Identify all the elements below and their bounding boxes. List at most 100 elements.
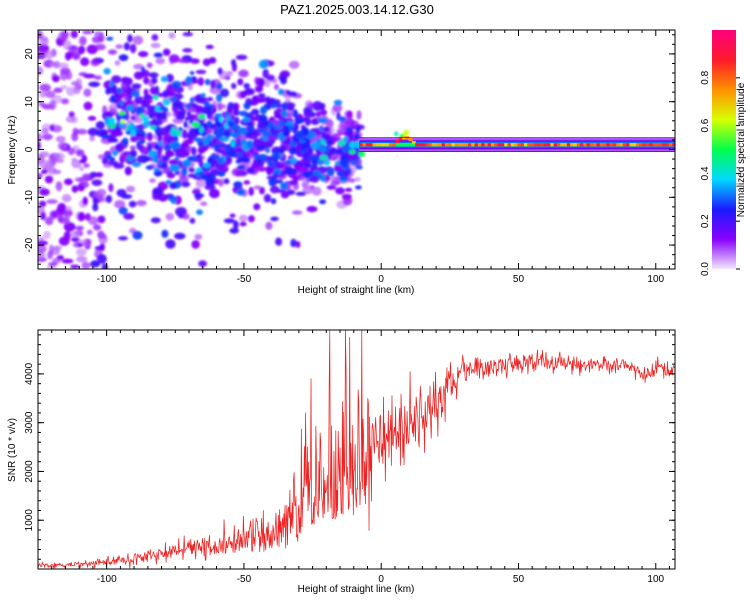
heatmap-cell	[174, 232, 186, 240]
snr-plot-background	[38, 330, 675, 569]
heatmap-cell	[153, 167, 161, 172]
heatmap-cell	[155, 130, 160, 135]
line-ridge-segment	[603, 143, 607, 147]
heatmap-cell	[168, 32, 176, 39]
heatmap-cell	[82, 30, 93, 35]
heatmap-cell	[115, 44, 124, 49]
line-ridge-segment	[487, 143, 492, 147]
heatmap-cell	[81, 261, 91, 269]
heatmap-cell	[70, 230, 79, 238]
heatmap-cell	[90, 260, 101, 268]
line-ridge-segment	[411, 140, 416, 145]
heatmap-cell	[96, 254, 107, 264]
heatmap-cell	[52, 75, 60, 83]
line-ridge-segment	[668, 143, 673, 147]
heatmap-cell	[87, 115, 97, 121]
heatmap-cell	[238, 69, 249, 78]
heatmap-cell	[252, 95, 259, 101]
heatmap-cell	[201, 166, 211, 171]
heatmap-cell	[111, 75, 122, 84]
line-ridge-segment	[606, 143, 611, 147]
heatmap-cell	[263, 142, 274, 148]
heatmap-cell	[303, 107, 312, 116]
heatmap-cell	[47, 250, 53, 260]
heatmap-cell	[170, 159, 178, 165]
heatmap-cell	[107, 86, 117, 94]
heatmap-cell	[276, 189, 287, 194]
heatmap-cell	[339, 175, 349, 181]
heatmap-cell	[311, 186, 322, 196]
heatmap-cell	[326, 167, 335, 177]
line-ridge-segment	[523, 143, 528, 147]
line-ridge-segment	[619, 143, 624, 147]
heatmap-cell	[295, 191, 307, 196]
heatmap-cell	[184, 116, 190, 121]
line-ridge-segment	[665, 143, 670, 147]
heatmap-cell	[353, 133, 360, 140]
line-ridge-segment	[672, 143, 675, 147]
heatmap-cell	[79, 166, 85, 172]
heatmap-cell	[324, 175, 331, 181]
line-ridge-segment	[362, 143, 367, 147]
heatmap-cell	[83, 242, 91, 248]
heatmap-cell	[139, 139, 146, 144]
heatmap-cell	[285, 159, 291, 166]
heatmap-cell	[162, 48, 171, 56]
heatmap-cell	[83, 88, 92, 97]
heatmap-cell	[202, 122, 208, 128]
heatmap-cell	[132, 35, 144, 45]
heatmap-cell	[113, 163, 125, 169]
heatmap-cell	[186, 111, 191, 117]
heatmap-cell	[195, 179, 206, 188]
heatmap-cell	[214, 121, 221, 127]
x-tick-label: 0	[378, 574, 384, 585]
heatmap-cell	[345, 187, 353, 192]
heatmap-cell	[324, 159, 331, 166]
heatmap-cell	[192, 189, 201, 195]
heatmap-cell	[335, 187, 345, 195]
heatmap-cell	[251, 108, 260, 116]
heatmap-cell	[198, 113, 206, 120]
heatmap-cell	[38, 244, 47, 254]
heatmap-cell	[116, 87, 123, 94]
heatmap-cell	[107, 119, 116, 125]
heatmap-cell	[285, 139, 292, 144]
heatmap-cell	[118, 111, 126, 116]
heatmap-cell	[109, 157, 116, 162]
heatmap-cell	[155, 57, 166, 65]
heatmap-cell	[265, 166, 275, 175]
heatmap-cell	[161, 229, 169, 238]
line-ridge-segment	[491, 143, 495, 147]
line-ridge-segment	[435, 143, 439, 147]
heatmap-cell	[191, 146, 197, 156]
heatmap-cell	[325, 118, 334, 129]
heatmap-cell	[121, 114, 128, 119]
y-tick-label: -20	[24, 237, 35, 252]
heatmap-cell	[197, 140, 205, 147]
line-ridge-segment	[461, 143, 466, 147]
snr-series	[38, 330, 675, 569]
heatmap-cell	[321, 133, 330, 141]
heatmap-cell	[130, 116, 136, 120]
heatmap-cell	[183, 121, 188, 128]
heatmap-cell	[166, 172, 176, 179]
y-tick-label: 1000	[24, 509, 35, 532]
line-ridge-segment	[484, 143, 489, 147]
line-ridge-segment	[612, 143, 617, 147]
heatmap-cell	[97, 215, 106, 224]
line-ridge-segment	[543, 143, 548, 147]
heatmap-cell	[285, 90, 290, 95]
line-ridge-segment	[467, 143, 472, 147]
heatmap-cell	[55, 181, 63, 192]
heatmap-cell	[333, 99, 343, 106]
heatmap-cell	[105, 195, 113, 203]
heatmap-cell	[182, 159, 192, 168]
heatmap-cell	[142, 121, 150, 128]
heatmap-cell	[256, 158, 263, 165]
heatmap-cell	[218, 116, 224, 123]
heatmap-cell	[129, 43, 137, 54]
heatmap-cell	[300, 150, 306, 155]
heatmap-cell	[219, 136, 230, 142]
heatmap-cell	[108, 103, 119, 113]
heatmap-cell	[355, 185, 362, 190]
